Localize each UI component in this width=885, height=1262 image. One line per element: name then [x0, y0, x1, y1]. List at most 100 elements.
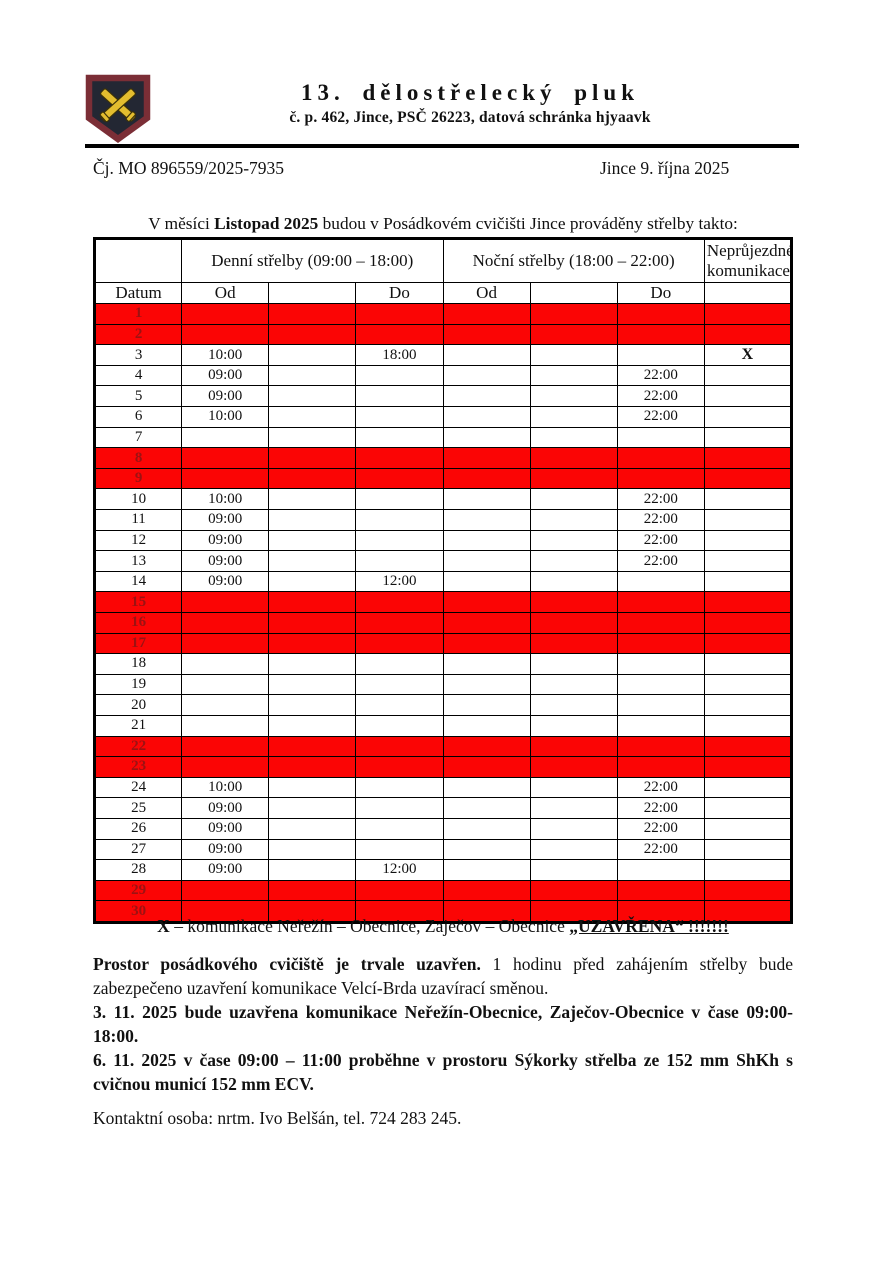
- time-cell: [268, 529, 357, 552]
- date-cell: 24: [93, 776, 183, 799]
- time-cell: 10:00: [181, 776, 270, 799]
- schedule-row: 8: [93, 447, 793, 469]
- time-cell: [529, 714, 618, 737]
- impassable-cell: [703, 694, 793, 716]
- date-cell: 11: [93, 509, 183, 531]
- time-cell: [355, 653, 444, 675]
- time-cell: 12:00: [355, 859, 444, 881]
- time-cell: [181, 879, 270, 902]
- schedule-row: 22: [93, 735, 793, 758]
- time-cell: [529, 673, 618, 696]
- time-cell: [355, 488, 444, 511]
- time-cell: [616, 323, 705, 346]
- time-cell: [268, 797, 357, 819]
- time-cell: [616, 612, 705, 634]
- schedule-row: 17: [93, 632, 793, 655]
- time-cell: [442, 467, 531, 490]
- time-cell: [529, 426, 618, 449]
- letterhead: 13. dělostřelecký pluk č. p. 462, Jince,…: [160, 80, 780, 127]
- paragraph-road-closure-3-11: 3. 11. 2025 bude uzavřena komunikace Neř…: [93, 1002, 793, 1046]
- time-cell: [181, 900, 270, 923]
- time-cell: [529, 364, 618, 387]
- schedule-row: 2: [93, 323, 793, 346]
- time-cell: [355, 591, 444, 613]
- time-cell: [442, 612, 531, 634]
- time-cell: [616, 714, 705, 737]
- time-cell: [442, 509, 531, 531]
- date-cell: 16: [93, 612, 183, 634]
- date-cell: 7: [93, 426, 183, 449]
- impassable-cell: [703, 570, 793, 593]
- intro-prefix: V měsíci: [148, 214, 210, 233]
- time-cell: [529, 406, 618, 428]
- date-cell: 17: [93, 632, 183, 655]
- artillery-crest-logo: [85, 74, 151, 143]
- date-cell: 18: [93, 653, 183, 675]
- schedule-row: 14 09:00 12:00: [93, 570, 793, 593]
- time-cell: [529, 612, 618, 634]
- time-cell: [181, 735, 270, 758]
- schedule-row: 16: [93, 612, 793, 634]
- time-cell: [442, 488, 531, 511]
- time-cell: [355, 900, 444, 923]
- impassable-cell: [703, 385, 793, 408]
- time-cell: [529, 735, 618, 758]
- date-cell: 25: [93, 797, 183, 819]
- impassable-cell: [703, 735, 793, 758]
- intro-suffix: budou v Posádkovém cvičišti Jince provád…: [322, 214, 738, 233]
- time-cell: [529, 817, 618, 840]
- schedule-row: 27 09:00 22:00: [93, 838, 793, 861]
- time-cell: [442, 900, 531, 923]
- time-cell: [616, 673, 705, 696]
- time-cell: 22:00: [616, 797, 705, 819]
- impassable-cell: [703, 406, 793, 428]
- schedule-row: 28 09:00 12:00: [93, 859, 793, 881]
- paragraph-permanent-closure-rest: 1 hodinu před zahájením střelby bude zab…: [93, 954, 793, 998]
- impassable-cell: [703, 714, 793, 737]
- schedule-row: 30: [93, 900, 793, 923]
- time-cell: [355, 323, 444, 346]
- time-cell: [616, 756, 705, 778]
- time-cell: [268, 488, 357, 511]
- time-cell: [268, 612, 357, 634]
- time-cell: [529, 385, 618, 408]
- time-cell: [268, 776, 357, 799]
- time-cell: [355, 817, 444, 840]
- time-cell: [442, 673, 531, 696]
- time-cell: [442, 776, 531, 799]
- date-cell: 9: [93, 467, 183, 490]
- time-cell: [442, 570, 531, 593]
- date-cell: 28: [93, 859, 183, 881]
- time-cell: [268, 426, 357, 449]
- shooting-schedule-table: Denní střelby (09:00 – 18:00) Noční stře…: [93, 237, 793, 924]
- time-cell: [355, 694, 444, 716]
- impassable-cell: [703, 673, 793, 696]
- time-cell: 10:00: [181, 344, 270, 366]
- time-cell: [529, 859, 618, 881]
- place-and-date: Jince 9. října 2025: [600, 158, 730, 178]
- time-cell: [355, 364, 444, 387]
- time-cell: 22:00: [616, 364, 705, 387]
- time-cell: [442, 735, 531, 758]
- date-cell: 6: [93, 406, 183, 428]
- time-cell: [268, 323, 357, 346]
- time-cell: 22:00: [616, 776, 705, 799]
- time-cell: [181, 467, 270, 490]
- impassable-cell: [703, 447, 793, 469]
- time-cell: [529, 756, 618, 778]
- time-cell: [355, 714, 444, 737]
- time-cell: 12:00: [355, 570, 444, 593]
- impassable-cell: [703, 859, 793, 881]
- time-cell: [268, 900, 357, 923]
- intro-sentence: V měsíci Listopad 2025 budou v Posádkové…: [93, 214, 793, 234]
- time-cell: [355, 385, 444, 408]
- reference-number: Čj. MO 896559/2025-7935: [93, 158, 285, 178]
- time-cell: [442, 756, 531, 778]
- time-cell: [355, 797, 444, 819]
- schedule-row: 25 09:00 22:00: [93, 797, 793, 819]
- time-cell: [616, 467, 705, 490]
- impassable-cell: [703, 529, 793, 552]
- schedule-header: Denní střelby (09:00 – 18:00) Noční stře…: [93, 237, 793, 305]
- time-cell: [442, 344, 531, 366]
